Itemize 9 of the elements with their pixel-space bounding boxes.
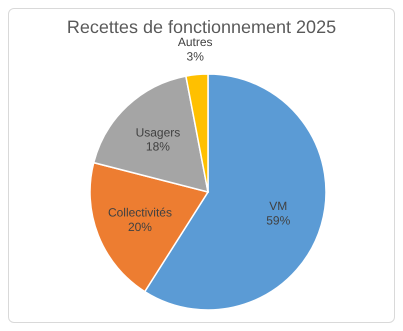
data-label: 3% — [186, 50, 204, 64]
data-label: 18% — [146, 140, 170, 154]
slice-label: Collectivités — [108, 206, 172, 220]
slice-label: VM — [269, 199, 288, 214]
data-label: 20% — [128, 220, 152, 234]
slice-label: Usagers — [136, 125, 180, 140]
data-label: 59% — [266, 213, 291, 228]
slice-label: Autres — [178, 35, 213, 50]
chart-title: Recettes de fonctionnement 2025 — [66, 17, 338, 38]
